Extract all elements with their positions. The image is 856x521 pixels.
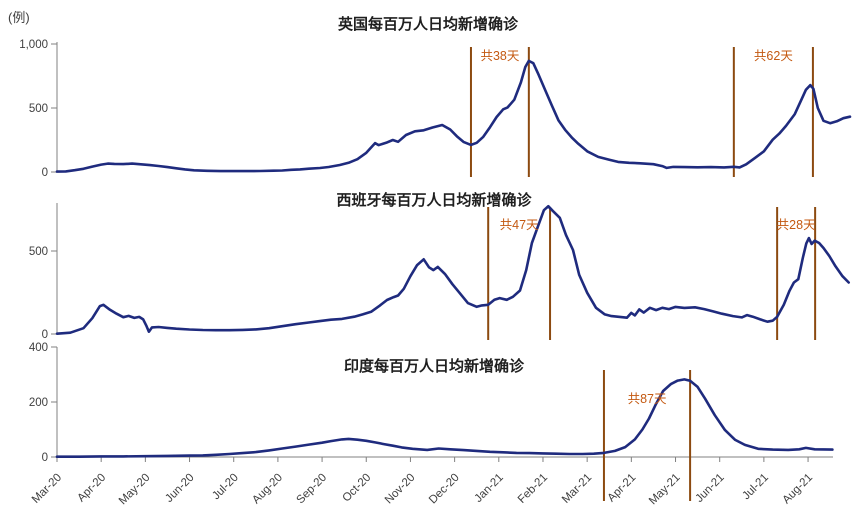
x-axis-tick-label: Dec-20: [427, 472, 462, 507]
x-axis: Mar-20 Apr-20 May-20 Jun-20 Jul-20 Aug-20 Sep-…: [30, 456, 833, 508]
y-axis-unit-label: (例): [8, 10, 30, 25]
y-axis-tick-label: 1,000: [19, 39, 48, 51]
uk-chart-panel: 1,000 500 0 共38天 共62天 英国每百万人日均新增确诊: [19, 15, 852, 179]
period-duration-label: 共47天: [500, 218, 539, 232]
period-duration-label: 共62天: [754, 49, 793, 63]
x-axis-tick-label: Aug-20: [250, 472, 285, 507]
spain-chart-panel: 500 0 共47天 共28天 西班牙每百万人日均新增确诊: [29, 191, 850, 341]
x-axis-tick-label: Oct-20: [340, 472, 373, 505]
x-axis-tick-label: Mar-21: [560, 472, 594, 506]
x-axis-tick-label: Feb-21: [516, 472, 550, 506]
x-axis-tick-label: Jun-21: [693, 472, 726, 505]
x-axis-tick-label: Nov-20: [383, 472, 418, 507]
x-axis-tick-label: Aug-21: [780, 472, 815, 507]
period-duration-label: 共28天: [777, 218, 816, 232]
uk-cases-line: [55, 59, 852, 173]
x-axis-tick-label: Apr-21: [606, 472, 639, 505]
india-chart-title: 印度每百万人日均新增确诊: [344, 357, 525, 375]
x-axis-tick-label: Jun-20: [163, 472, 196, 505]
x-axis-tick-label: May-20: [117, 472, 153, 508]
y-axis-tick-label: 200: [29, 397, 48, 409]
y-axis-tick-label: 0: [42, 329, 48, 341]
spain-cases-line: [55, 204, 850, 335]
x-axis-tick-label: Jul-21: [740, 472, 771, 503]
period-duration-label: 共87天: [628, 392, 667, 406]
x-axis-tick-label: Jan-21: [473, 472, 506, 505]
x-axis-tick-label: Mar-20: [30, 472, 64, 506]
y-axis-tick-label: 500: [29, 246, 48, 258]
x-axis-tick-label: Jul-20: [210, 472, 241, 503]
india-cases-line: [55, 378, 834, 458]
spain-chart-title: 西班牙每百万人日均新增确诊: [336, 191, 532, 209]
x-axis-tick-label: Sep-20: [294, 472, 329, 507]
x-axis-tick-label: Apr-20: [75, 472, 108, 505]
period-duration-label: 共38天: [480, 49, 519, 63]
india-chart-panel: 400 200 0 共87天 印度每百万人日均新增确诊: [29, 342, 834, 501]
y-axis-tick-label: 400: [29, 342, 48, 354]
uk-chart-title: 英国每百万人日均新增确诊: [338, 15, 519, 33]
y-axis-tick-label: 500: [29, 103, 48, 115]
x-axis-tick-label: May-21: [647, 472, 683, 508]
y-axis-tick-label: 0: [42, 167, 48, 179]
y-axis-tick-label: 0: [42, 452, 48, 464]
